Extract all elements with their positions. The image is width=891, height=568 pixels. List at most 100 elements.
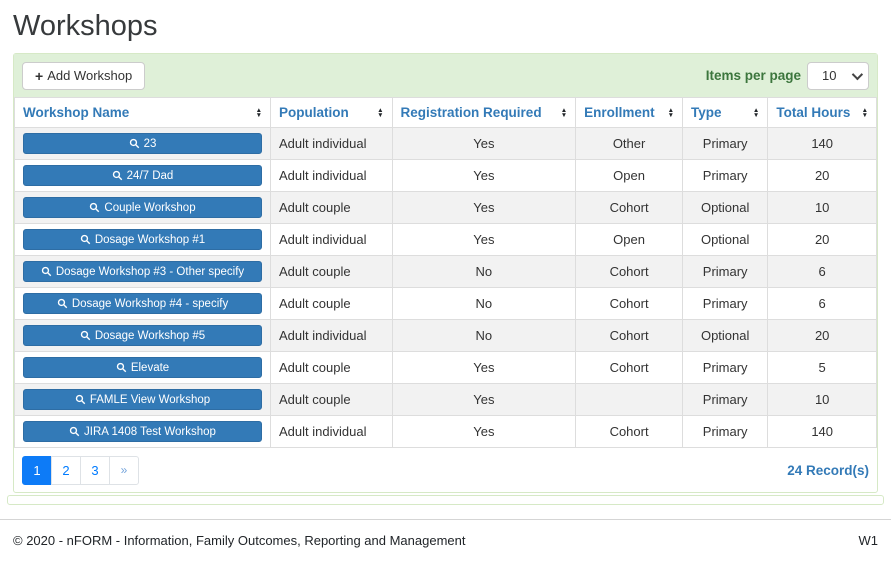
table-row: Dosage Workshop #1 Adult individual Yes …	[13, 223, 877, 256]
page-button-next[interactable]: »	[109, 455, 139, 485]
toolbar: + Add Workshop Items per page 10	[14, 54, 877, 97]
workshop-name-button[interactable]: Dosage Workshop #5	[23, 325, 263, 346]
table-row: Dosage Workshop #3 - Other specify Adult…	[13, 255, 877, 288]
type-cell: Optional	[682, 223, 769, 256]
pagination-bar: 1 2 3 » 24 Record(s)	[14, 448, 877, 492]
workshop-name-label: Dosage Workshop #5	[94, 329, 206, 342]
workshop-name-button[interactable]: Couple Workshop	[23, 197, 263, 218]
registration-required-cell: Yes	[391, 159, 577, 192]
table-row: FAMLE View Workshop Adult couple Yes Pri…	[13, 383, 877, 416]
footer-divider	[0, 519, 891, 520]
magnifier-icon	[129, 138, 139, 149]
workshop-name-cell: Couple Workshop	[13, 191, 272, 224]
magnifier-icon	[112, 170, 122, 181]
footer: © 2020 - nFORM - Information, Family Out…	[13, 520, 878, 548]
total-hours-cell: 20	[767, 223, 877, 256]
sort-icon[interactable]: ▲ ▼	[861, 106, 868, 119]
total-hours-cell: 140	[767, 415, 877, 448]
sort-icon[interactable]: ▲ ▼	[667, 106, 675, 119]
table-row: 24/7 Dad Adult individual Yes Open Prima…	[13, 159, 877, 192]
population-cell: Adult individual	[270, 319, 393, 352]
population-cell: Adult individual	[270, 415, 393, 448]
total-hours-cell: 6	[767, 287, 877, 320]
type-cell: Primary	[682, 287, 769, 320]
table-row: Dosage Workshop #5 Adult individual No C…	[13, 319, 877, 352]
registration-required-cell: No	[391, 319, 577, 352]
type-cell: Optional	[682, 191, 769, 224]
workshop-name-button[interactable]: 23	[23, 133, 263, 154]
type-cell: Primary	[682, 255, 769, 288]
population-cell: Adult couple	[270, 383, 393, 416]
workshop-name-button[interactable]: 24/7 Dad	[23, 165, 263, 186]
items-per-page: Items per page 10	[706, 61, 869, 90]
workshop-name-cell: Dosage Workshop #4 - specify	[13, 287, 272, 320]
type-cell: Optional	[682, 319, 769, 352]
workshop-name-button[interactable]: FAMLE View Workshop	[23, 389, 263, 410]
footer-version: W1	[858, 533, 879, 548]
total-hours-cell: 20	[767, 319, 877, 352]
table-row: JIRA 1408 Test Workshop Adult individual…	[13, 415, 877, 448]
sort-icon[interactable]: ▲ ▼	[560, 106, 568, 119]
page-title: Workshops	[13, 10, 158, 42]
registration-required-cell: No	[391, 255, 577, 288]
column-header-enrollment[interactable]: Enrollment ▲ ▼	[575, 97, 684, 128]
registration-required-cell: Yes	[391, 415, 577, 448]
population-cell: Adult individual	[270, 159, 393, 192]
workshop-name-button[interactable]: Dosage Workshop #1	[23, 229, 263, 250]
population-cell: Adult couple	[270, 287, 393, 320]
column-label: Enrollment	[584, 105, 655, 120]
type-cell: Primary	[682, 159, 769, 192]
column-header-total-hours[interactable]: Total Hours ▲ ▼	[767, 97, 877, 128]
column-label: Total Hours	[776, 105, 851, 120]
workshop-name-label: 24/7 Dad	[126, 169, 174, 182]
workshop-name-label: FAMLE View Workshop	[89, 393, 211, 406]
workshop-name-button[interactable]: Dosage Workshop #3 - Other specify	[23, 261, 263, 282]
workshop-name-cell: Dosage Workshop #1	[13, 223, 272, 256]
workshops-table: Workshop Name ▲ ▼ Population ▲ ▼ Registratio…	[13, 97, 877, 448]
enrollment-cell	[575, 383, 684, 416]
workshop-name-cell: JIRA 1408 Test Workshop	[13, 415, 272, 448]
total-hours-cell: 140	[767, 127, 877, 160]
magnifier-icon	[80, 330, 91, 341]
column-label: Registration Required	[400, 105, 542, 120]
add-workshop-button[interactable]: + Add Workshop	[22, 61, 146, 90]
sort-icon[interactable]: ▲ ▼	[752, 106, 760, 119]
total-hours-cell: 10	[767, 191, 877, 224]
enrollment-cell: Open	[575, 223, 684, 256]
column-header-type[interactable]: Type ▲ ▼	[682, 97, 769, 128]
column-header-population[interactable]: Population ▲ ▼	[270, 97, 393, 128]
magnifier-icon	[57, 298, 68, 309]
population-cell: Adult individual	[270, 127, 393, 160]
workshop-name-button[interactable]: Elevate	[23, 357, 263, 378]
sort-icon[interactable]: ▲ ▼	[377, 106, 384, 119]
column-header-workshop-name[interactable]: Workshop Name ▲ ▼	[13, 97, 272, 128]
magnifier-icon	[116, 362, 127, 373]
registration-required-cell: No	[391, 287, 577, 320]
bottom-strip	[7, 495, 884, 505]
magnifier-icon	[80, 234, 91, 245]
workshops-panel: + Add Workshop Items per page 10 Worksho…	[13, 53, 878, 493]
page-button-2[interactable]: 2	[51, 455, 81, 485]
registration-required-cell: Yes	[391, 383, 577, 416]
column-label: Workshop Name	[23, 105, 130, 120]
pager: 1 2 3 »	[22, 455, 139, 485]
page-button-1[interactable]: 1	[22, 455, 52, 485]
sort-icon[interactable]: ▲ ▼	[255, 106, 263, 119]
workshop-name-button[interactable]: Dosage Workshop #4 - specify	[23, 293, 263, 314]
enrollment-cell: Cohort	[575, 415, 684, 448]
enrollment-cell: Other	[575, 127, 684, 160]
type-cell: Primary	[682, 383, 769, 416]
registration-required-cell: Yes	[391, 191, 577, 224]
enrollment-cell: Open	[575, 159, 684, 192]
table-row: Couple Workshop Adult couple Yes Cohort …	[13, 191, 877, 224]
chevron-down-icon	[851, 68, 864, 80]
workshop-name-label: 23	[143, 137, 157, 150]
workshop-name-button[interactable]: JIRA 1408 Test Workshop	[23, 421, 263, 442]
column-header-registration-required[interactable]: Registration Required ▲ ▼	[391, 97, 577, 128]
table-row: 23 Adult individual Yes Other Primary 14…	[13, 127, 877, 160]
items-per-page-select[interactable]: 10	[807, 61, 869, 90]
registration-required-cell: Yes	[391, 127, 577, 160]
enrollment-cell: Cohort	[575, 287, 684, 320]
page-button-3[interactable]: 3	[80, 455, 110, 485]
registration-required-cell: Yes	[391, 351, 577, 384]
